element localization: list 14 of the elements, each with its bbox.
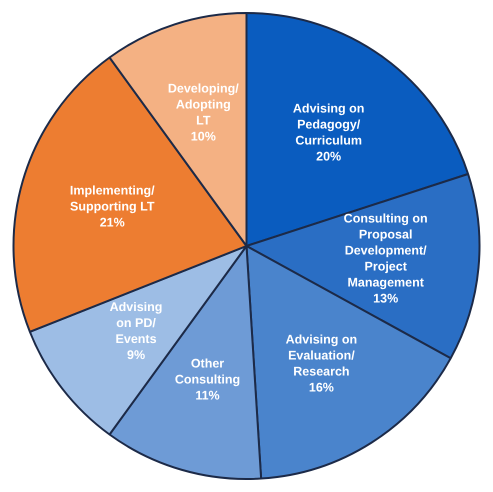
slice-label: Developing/ Adopting LT — [168, 81, 240, 128]
slice-label: Advising on Pedagogy/Curriculum — [292, 101, 364, 148]
data-label: 9% — [126, 348, 146, 362]
slice-label: Advising on PD/Events — [110, 300, 162, 346]
data-label: 20% — [316, 149, 342, 164]
data-label: 13% — [373, 292, 398, 306]
slice-label: Other Consulting — [174, 356, 240, 387]
data-label: 11% — [195, 388, 220, 403]
data-label: 10% — [190, 129, 216, 144]
slice-label: Implementing/ Supporting LT — [70, 183, 156, 214]
slice-label: Consulting on Proposal Development/Project Management — [344, 212, 428, 290]
data-label: 21% — [100, 215, 125, 230]
data-label: 16% — [308, 380, 334, 394]
slice-label: Advising on Evaluation/Research — [286, 332, 358, 378]
